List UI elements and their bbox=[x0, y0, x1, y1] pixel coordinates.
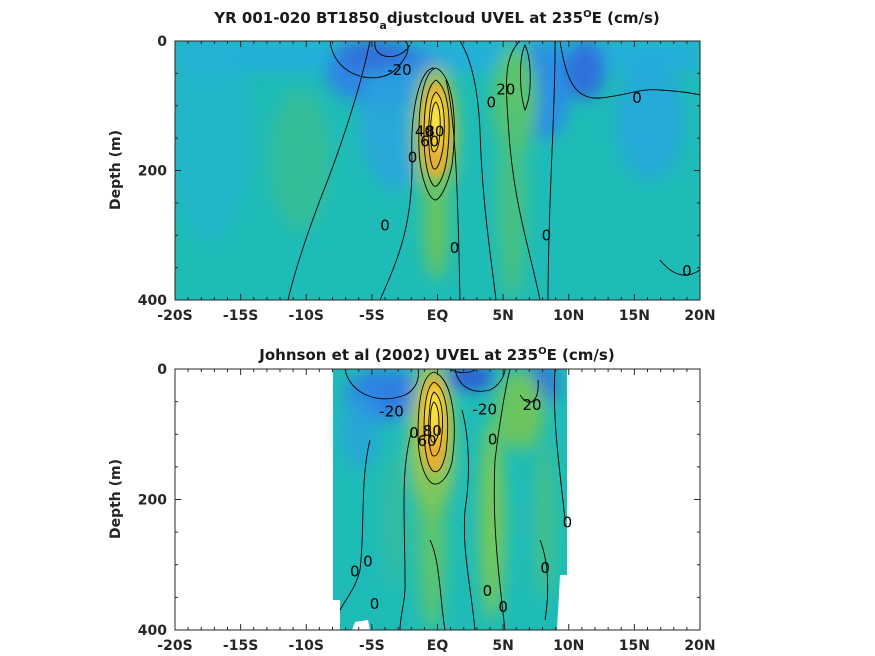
x-axis-bottom: -20S -15S -10S -5S EQ 5N 10N 15N 20N bbox=[157, 369, 716, 654]
panel-top: YR 001-020 BT1850adjustcloud UVEL at 235… bbox=[108, 9, 716, 324]
chart-title-bottom: Johnson et al (2002) UVEL at 235OE (cm/s… bbox=[258, 346, 614, 364]
contour-label: 20 bbox=[522, 396, 541, 414]
contour-label: 0 bbox=[542, 226, 552, 244]
x-tick-label: 5N bbox=[492, 638, 513, 654]
contour-label: 80 bbox=[423, 422, 442, 440]
contours-top bbox=[287, 41, 700, 300]
contour-label: 0 bbox=[682, 262, 692, 280]
contour-label: 0 bbox=[450, 239, 460, 257]
contour-label: 40 bbox=[415, 123, 434, 141]
y-axis-label-top: Depth (m) bbox=[108, 130, 124, 210]
x-tick-label: -5S bbox=[359, 638, 385, 654]
x-tick-label: 10N bbox=[553, 308, 584, 324]
contour-label: -20 bbox=[473, 400, 498, 418]
contour-label: 80 bbox=[425, 123, 444, 141]
contour-label: 0 bbox=[409, 424, 419, 442]
contour-label: 0 bbox=[487, 94, 497, 112]
contour-label: 0 bbox=[498, 598, 508, 616]
chart-title-top: YR 001-020 BT1850adjustcloud UVEL at 235… bbox=[213, 9, 659, 32]
contour-label: 20 bbox=[496, 81, 515, 99]
x-tick-label: -5S bbox=[359, 308, 385, 324]
x-tick-label: 20N bbox=[684, 308, 715, 324]
x-tick-label: -10S bbox=[289, 308, 324, 324]
x-tick-label: -10S bbox=[289, 638, 324, 654]
x-tick-label: EQ bbox=[427, 638, 449, 654]
color-field-bottom bbox=[340, 369, 558, 630]
x-tick-label: -20S bbox=[157, 308, 192, 324]
contour-label: 0 bbox=[380, 217, 390, 235]
contour-label: 0 bbox=[488, 430, 498, 448]
x-tick-label: -15S bbox=[223, 638, 258, 654]
x-tick-label: 15N bbox=[619, 638, 650, 654]
y-tick-label: 200 bbox=[138, 493, 167, 509]
y-tick-label: 0 bbox=[157, 34, 167, 50]
contour-label: 0 bbox=[370, 595, 380, 613]
contour-label: 0 bbox=[363, 552, 373, 570]
contour-label: 0 bbox=[540, 559, 550, 577]
y-tick-label: 200 bbox=[138, 164, 167, 180]
y-tick-label: 400 bbox=[138, 293, 167, 309]
undercurrent-core-top bbox=[420, 82, 452, 178]
contour-label: 60 bbox=[420, 132, 439, 150]
contours-bottom bbox=[339, 369, 566, 630]
panel-bottom: Johnson et al (2002) UVEL at 235OE (cm/s… bbox=[108, 346, 716, 654]
x-tick-label: -15S bbox=[223, 308, 258, 324]
x-tick-label: -20S bbox=[157, 638, 192, 654]
contour-label: 0 bbox=[408, 149, 418, 167]
contour-label: 0 bbox=[483, 582, 493, 600]
y-axis-label-bottom: Depth (m) bbox=[108, 459, 124, 539]
x-axis-top: -20S -15S -10S -5S EQ 5N 10N 15N 20N bbox=[157, 41, 716, 324]
x-tick-label: 10N bbox=[553, 638, 584, 654]
contour-label: 0 bbox=[632, 89, 642, 107]
contour-label: 0 bbox=[563, 513, 573, 531]
x-tick-label: EQ bbox=[427, 308, 449, 324]
x-tick-label: 20N bbox=[684, 638, 715, 654]
contour-label: -20 bbox=[379, 402, 404, 420]
y-tick-label: 400 bbox=[138, 623, 167, 639]
x-tick-label: 15N bbox=[619, 308, 650, 324]
contour-label: 0 bbox=[350, 562, 360, 580]
y-tick-label: 0 bbox=[157, 362, 167, 378]
contour-label: -20 bbox=[387, 61, 412, 79]
contour-label: 60 bbox=[417, 432, 436, 450]
x-tick-label: 5N bbox=[492, 308, 513, 324]
